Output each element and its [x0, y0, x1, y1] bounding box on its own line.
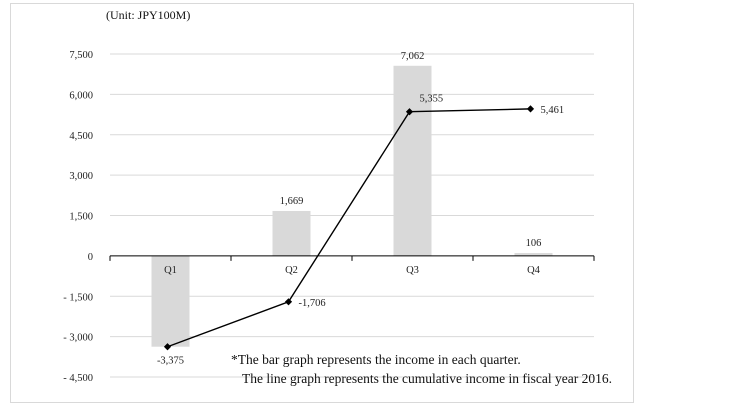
category-label: Q3: [406, 265, 419, 276]
y-tick-label: - 4,500: [63, 373, 93, 384]
line-marker: [405, 108, 414, 116]
note-line: The line graph represents the cumulative…: [242, 371, 612, 386]
bar-value-label: 1,669: [280, 196, 304, 207]
bar-value-label: 7,062: [401, 51, 425, 62]
bar: [514, 253, 553, 256]
category-label: Q4: [527, 265, 541, 276]
note-bar: *The bar graph represents the income in …: [231, 352, 521, 367]
line-value-label: 5,461: [541, 105, 565, 116]
y-tick-label: - 1,500: [63, 292, 93, 303]
y-tick-label: - 3,000: [63, 333, 93, 344]
line-value-label: -1,706: [299, 298, 326, 309]
y-tick-label: 0: [88, 252, 93, 263]
bar: [151, 255, 190, 347]
category-label: Q2: [285, 265, 298, 276]
y-tick-label: 7,500: [69, 50, 93, 61]
bar-value-label: 106: [526, 238, 542, 249]
cumulative-line: [167, 108, 531, 348]
y-tick-label: 3,000: [69, 171, 93, 182]
line-marker: [526, 105, 535, 113]
bar-value-label: -3,375: [157, 356, 184, 367]
bar: [272, 210, 311, 256]
line-marker: [163, 343, 172, 351]
y-tick-label: 4,500: [69, 131, 93, 142]
unit-label: (Unit: JPY100M): [106, 8, 191, 22]
bar: [393, 65, 432, 256]
category-label: Q1: [164, 265, 177, 276]
chart-frame: [10, 3, 634, 403]
line-value-label: 5,355: [420, 94, 444, 105]
y-tick-label: 1,500: [69, 212, 93, 223]
line-marker: [284, 298, 293, 306]
y-tick-label: 6,000: [69, 90, 93, 101]
